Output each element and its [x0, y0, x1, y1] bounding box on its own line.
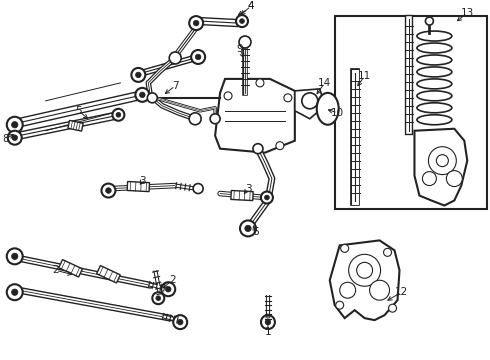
Circle shape — [12, 253, 18, 260]
Text: 3: 3 — [139, 176, 146, 185]
Circle shape — [106, 188, 111, 193]
Text: 11: 11 — [358, 71, 371, 81]
Circle shape — [135, 88, 149, 102]
Circle shape — [131, 68, 146, 82]
Ellipse shape — [417, 91, 452, 101]
Ellipse shape — [417, 115, 452, 125]
Circle shape — [112, 109, 124, 121]
Circle shape — [341, 244, 349, 252]
Text: 5: 5 — [75, 106, 82, 116]
Circle shape — [136, 72, 141, 78]
Circle shape — [161, 282, 175, 296]
Circle shape — [7, 284, 23, 300]
Circle shape — [245, 225, 251, 231]
Circle shape — [425, 17, 433, 25]
Circle shape — [236, 15, 248, 27]
Circle shape — [369, 280, 390, 300]
Circle shape — [116, 112, 121, 117]
Circle shape — [140, 92, 145, 98]
Text: 8: 8 — [2, 134, 9, 144]
Text: 6: 6 — [253, 228, 259, 237]
Circle shape — [384, 248, 392, 256]
Text: 2: 2 — [169, 275, 175, 285]
Circle shape — [276, 142, 284, 150]
Circle shape — [336, 301, 343, 309]
Circle shape — [253, 144, 263, 154]
Circle shape — [177, 319, 183, 325]
Circle shape — [194, 20, 199, 26]
Text: 9: 9 — [237, 44, 244, 54]
Text: 7: 7 — [172, 81, 178, 91]
Circle shape — [446, 171, 462, 186]
Polygon shape — [330, 240, 399, 320]
Bar — [335, 15, 487, 209]
Circle shape — [12, 135, 18, 140]
Circle shape — [193, 184, 203, 194]
Bar — [68, 120, 83, 131]
Ellipse shape — [417, 55, 452, 65]
Circle shape — [7, 248, 23, 264]
Circle shape — [349, 254, 381, 286]
Circle shape — [166, 287, 171, 292]
Circle shape — [302, 93, 318, 109]
Ellipse shape — [417, 43, 452, 53]
Polygon shape — [295, 89, 325, 119]
Text: 4: 4 — [247, 1, 254, 11]
Circle shape — [357, 262, 372, 278]
Polygon shape — [215, 79, 295, 153]
Text: 3: 3 — [245, 184, 251, 194]
Circle shape — [240, 19, 245, 23]
Circle shape — [189, 16, 203, 30]
Bar — [59, 260, 82, 277]
Ellipse shape — [317, 93, 339, 125]
Text: 2: 2 — [52, 265, 59, 275]
Ellipse shape — [417, 79, 452, 89]
Circle shape — [437, 155, 448, 167]
Bar — [97, 266, 120, 283]
Text: 4: 4 — [247, 1, 254, 11]
Circle shape — [12, 289, 18, 296]
Circle shape — [101, 184, 116, 198]
Circle shape — [156, 296, 161, 301]
Bar — [231, 190, 253, 201]
Circle shape — [389, 304, 396, 312]
Circle shape — [12, 122, 18, 128]
Circle shape — [152, 292, 164, 304]
Ellipse shape — [417, 103, 452, 113]
Text: 14: 14 — [318, 78, 331, 88]
Text: 13: 13 — [461, 8, 474, 18]
Text: 10: 10 — [331, 108, 344, 118]
Circle shape — [265, 195, 270, 200]
Circle shape — [147, 93, 157, 103]
Circle shape — [261, 192, 273, 203]
Circle shape — [8, 131, 22, 145]
Text: 12: 12 — [395, 287, 408, 297]
Circle shape — [265, 319, 270, 325]
Circle shape — [256, 79, 264, 87]
Circle shape — [173, 315, 187, 329]
Bar — [127, 181, 149, 192]
Circle shape — [191, 50, 205, 64]
Circle shape — [239, 36, 251, 48]
Circle shape — [284, 94, 292, 102]
Circle shape — [210, 114, 220, 124]
Ellipse shape — [417, 67, 452, 77]
Circle shape — [189, 113, 201, 125]
Circle shape — [422, 172, 437, 185]
Circle shape — [261, 315, 275, 329]
Circle shape — [7, 117, 23, 133]
Circle shape — [428, 147, 456, 175]
Circle shape — [340, 282, 356, 298]
Circle shape — [196, 54, 201, 60]
Circle shape — [240, 220, 256, 237]
Circle shape — [224, 92, 232, 100]
Polygon shape — [415, 129, 467, 206]
Text: 1: 1 — [265, 327, 271, 337]
Ellipse shape — [417, 31, 452, 41]
Circle shape — [169, 52, 181, 64]
